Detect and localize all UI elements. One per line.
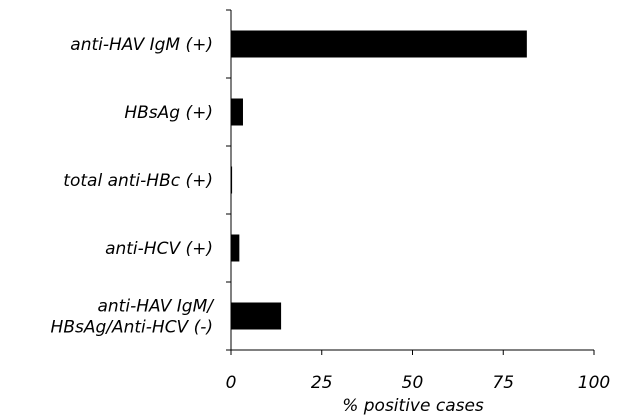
x-tick-label: 100 — [578, 373, 610, 393]
category-label: HBsAg/Anti-HCV (-) — [51, 318, 213, 338]
category-label: anti-HAV IgM/ — [97, 297, 215, 317]
axes — [226, 9, 595, 355]
x-tick-label: 0 — [226, 373, 237, 393]
x-tick-label: 75 — [492, 373, 514, 393]
x-tick-label: 25 — [311, 373, 333, 393]
bar — [231, 234, 240, 262]
bars — [231, 30, 527, 330]
bar — [231, 166, 233, 194]
bar — [231, 302, 282, 330]
x-axis-title: % positive cases — [342, 396, 484, 416]
bar — [231, 98, 243, 126]
category-label: anti-HAV IgM (+) — [70, 35, 213, 55]
x-tick-label: 50 — [402, 373, 424, 393]
category-label: anti-HCV (+) — [105, 239, 213, 259]
category-labels: anti-HAV IgM (+) HBsAg (+) total anti-HBc … — [51, 35, 216, 338]
x-tick-labels: 0 25 50 75 100 — [226, 373, 611, 393]
bar — [231, 30, 527, 58]
category-label: HBsAg (+) — [124, 103, 213, 123]
category-label: total anti-HBc (+) — [63, 171, 213, 191]
